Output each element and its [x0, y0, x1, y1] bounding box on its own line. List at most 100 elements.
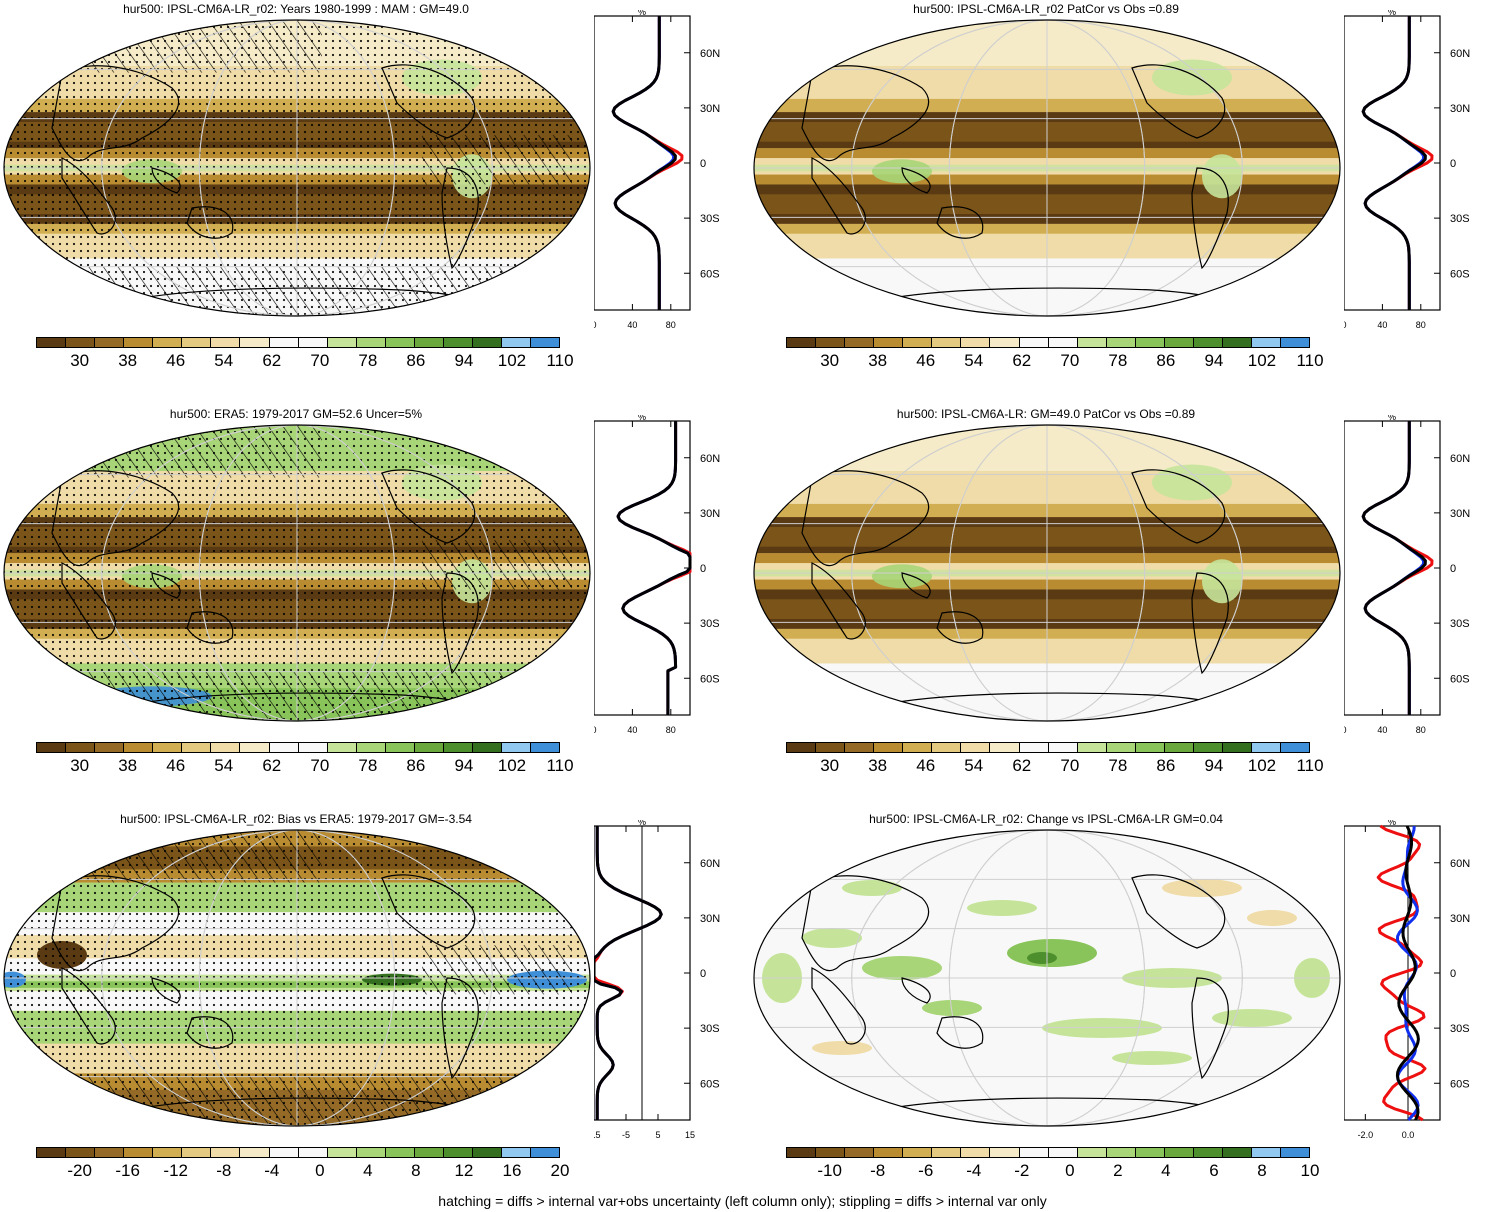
- colorbar-swatch: [1048, 1148, 1078, 1157]
- colorbar-swatch: [124, 743, 154, 752]
- colorbar-swatch: [269, 1148, 299, 1157]
- colorbar-swatch: [66, 338, 96, 347]
- colorbar-swatch: [414, 338, 444, 347]
- colorbar-tick-label: 94: [454, 756, 474, 775]
- colorbar-tick-label: 70: [310, 756, 330, 775]
- zonal-unit-label: %: [638, 820, 646, 827]
- colorbar-swatch: [1193, 338, 1223, 347]
- colorbar-swatch: [874, 743, 904, 752]
- colorbar-swatch: [1252, 338, 1282, 347]
- colorbar-swatch: [816, 743, 846, 752]
- colorbar-swatch: [502, 338, 532, 347]
- colorbar-swatch: [1252, 1148, 1282, 1157]
- colorbar-swatch: [903, 743, 933, 752]
- panel-title: hur500: IPSL-CM6A-LR_r02: Bias vs ERA5: …: [120, 812, 472, 826]
- colorbar-swatch: [37, 743, 67, 752]
- panel-title: hur500: ERA5: 1979-2017 GM=52.6 Uncer=5%: [169, 407, 423, 421]
- colorbar-swatch: [1048, 743, 1078, 752]
- colorbar-swatch: [1135, 743, 1165, 752]
- lat-tick-label: 60S: [700, 268, 720, 280]
- colorbar-tick-label: -4: [264, 1161, 280, 1180]
- colorbar-swatch: [385, 743, 415, 752]
- colorbar-tick-label: 54: [964, 756, 984, 775]
- zonal-series-blue: [611, 16, 675, 310]
- colorbar-tick-label: 102: [1247, 756, 1277, 775]
- zonal-mean-plot: 60N 30N 0 30S 60S 0 40 80%: [594, 415, 720, 735]
- map-plot: [3, 424, 591, 722]
- lat-tick-label: 30S: [1450, 213, 1470, 225]
- zonal-x-tick-label: 0: [1344, 320, 1347, 330]
- colorbar-swatch: [443, 743, 473, 752]
- zonal-series-red: [1376, 824, 1427, 1122]
- colorbar-swatch: [472, 743, 502, 752]
- colorbar-tick-label: 38: [118, 756, 138, 775]
- colorbar-swatch: [502, 1148, 532, 1157]
- lat-tick-label: 30N: [700, 508, 720, 520]
- lat-tick-label: 60N: [1450, 48, 1470, 60]
- colorbar-tick-label: 38: [868, 756, 888, 775]
- colorbar-swatch: [153, 1148, 183, 1157]
- colorbar-swatch: [1106, 743, 1136, 752]
- colorbar-swatch: [874, 1148, 904, 1157]
- colorbar-tick-label: 94: [454, 351, 474, 370]
- colorbar-swatch: [327, 1148, 357, 1157]
- panel-title: hur500: IPSL-CM6A-LR_r02: Years 1980-199…: [123, 2, 469, 16]
- zonal-mean-plot: 60N 30N 0 30S 60S 0 40 80%: [1344, 10, 1470, 330]
- colorbar-swatch: [961, 338, 991, 347]
- zonal-series-black: [616, 421, 692, 715]
- zonal-series-black: [1395, 825, 1420, 1121]
- colorbar: [36, 1147, 560, 1158]
- colorbar-tick-label: 8: [1257, 1161, 1267, 1180]
- zonal-unit-label: %: [1388, 415, 1396, 422]
- colorbar-swatch: [298, 338, 328, 347]
- zonal-x-tick-label: 80: [1416, 320, 1426, 330]
- zonal-x-tick-label: 5: [655, 1130, 660, 1140]
- map-plot: [3, 19, 591, 317]
- colorbar-swatch: [1222, 1148, 1252, 1157]
- colorbar-tick-label: 30: [820, 756, 840, 775]
- colorbar-tick-label: 102: [497, 351, 527, 370]
- zonal-mean-plot: 60N 30N 0 30S 60S -2.0 0.0%: [1344, 820, 1470, 1140]
- colorbar-swatch: [1048, 338, 1078, 347]
- lat-tick-label: 30N: [1450, 508, 1470, 520]
- colorbar-tick-label: 54: [964, 351, 984, 370]
- colorbar-swatch: [1135, 1148, 1165, 1157]
- lat-tick-label: 0: [700, 968, 706, 980]
- colorbar-swatch: [990, 1148, 1020, 1157]
- zonal-x-tick-label: 80: [666, 725, 676, 735]
- colorbar-tick-label: -2: [1014, 1161, 1030, 1180]
- zonal-unit-label: %: [1388, 10, 1396, 17]
- colorbar-swatch: [531, 1148, 560, 1157]
- map-plot: [3, 829, 591, 1127]
- colorbar-tick-label: 62: [1012, 756, 1032, 775]
- zonal-x-tick-label: -5: [622, 1130, 630, 1140]
- colorbar-swatch: [502, 743, 532, 752]
- map-plot: [753, 424, 1341, 722]
- colorbar-tick-label: 62: [1012, 351, 1032, 370]
- colorbar: [786, 742, 1310, 753]
- colorbar-swatch: [1281, 338, 1310, 347]
- colorbar-swatch: [845, 338, 875, 347]
- colorbar-swatch: [443, 1148, 473, 1157]
- colorbar-tick-label: 54: [214, 351, 234, 370]
- zonal-x-tick-label: 0: [594, 320, 597, 330]
- colorbar-swatch: [182, 338, 212, 347]
- colorbar-swatch: [240, 338, 270, 347]
- colorbar-tick-label: 46: [166, 351, 186, 370]
- colorbar-tick-label: 30: [820, 351, 840, 370]
- colorbar-swatch: [787, 338, 817, 347]
- colorbar-tick-label: 110: [1296, 351, 1324, 370]
- colorbar-swatch: [240, 1148, 270, 1157]
- colorbar-swatch: [1222, 743, 1252, 752]
- colorbar-swatch: [903, 338, 933, 347]
- zonal-x-tick-label: 80: [666, 320, 676, 330]
- panel-title: hur500: IPSL-CM6A-LR: GM=49.0 PatCor vs …: [896, 407, 1196, 421]
- colorbar: [786, 1147, 1310, 1158]
- colorbar-tick-label: 70: [310, 351, 330, 370]
- colorbar-swatch: [1106, 338, 1136, 347]
- colorbar-swatch: [1222, 338, 1252, 347]
- lat-tick-label: 30S: [700, 1023, 720, 1035]
- lat-tick-label: 60N: [1450, 453, 1470, 465]
- colorbar-tick-label: -8: [870, 1161, 886, 1180]
- colorbar-tick-label: 78: [1108, 351, 1128, 370]
